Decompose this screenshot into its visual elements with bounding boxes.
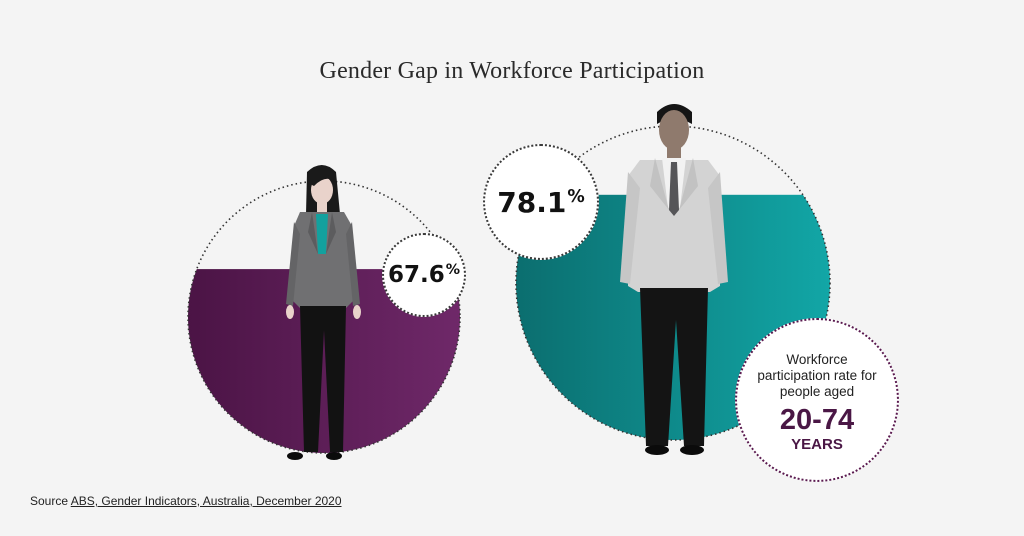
- source-link[interactable]: ABS, Gender Indicators, Australia, Decem…: [70, 494, 342, 508]
- men-percentage-label: 78.1%: [497, 186, 585, 219]
- woman-figure-icon: [286, 165, 361, 460]
- age-range-info-bubble: Workforce participation rate for people …: [735, 318, 899, 482]
- women-percentage-bubble: 67.6%: [382, 233, 466, 317]
- women-percentage-unit: %: [445, 262, 461, 279]
- info-age-unit: YEARS: [791, 435, 843, 453]
- source-citation: Source ABS, Gender Indicators, Australia…: [30, 494, 342, 508]
- men-percentage-value: 78.1: [497, 185, 567, 219]
- women-circle-outline: [187, 180, 461, 454]
- info-age-range: 20-74: [779, 403, 855, 436]
- men-percentage-unit: %: [567, 186, 585, 207]
- women-percentage-label: 67.6%: [388, 262, 460, 288]
- women-percentage-value: 67.6: [387, 262, 445, 288]
- men-percentage-bubble: 78.1%: [483, 144, 599, 260]
- man-figure-icon: [620, 104, 728, 455]
- men-circle-outline: [515, 125, 831, 441]
- source-prefix: Source: [30, 494, 69, 508]
- infographic-title: Gender Gap in Workforce Participation: [319, 58, 705, 84]
- info-description: Workforce participation rate for people …: [757, 351, 877, 399]
